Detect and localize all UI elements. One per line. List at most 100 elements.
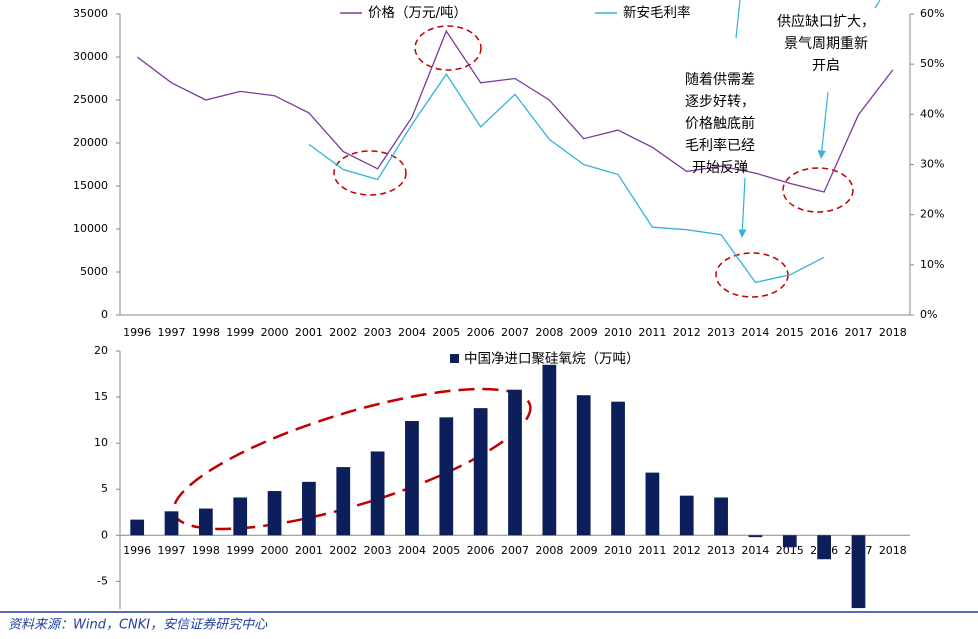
x-tick-label: 2006 [467, 326, 495, 339]
bar [645, 472, 660, 536]
x-tick-label: 1996 [123, 326, 151, 339]
x-tick-label: 2010 [604, 544, 632, 557]
bar [508, 389, 522, 536]
bar [405, 421, 419, 536]
bar [233, 497, 248, 536]
x-tick-label: 2002 [329, 326, 357, 339]
bar [542, 364, 557, 536]
x-tick-label: 2004 [398, 326, 426, 339]
x-tick-label: 2017 [844, 326, 872, 339]
bar [130, 519, 145, 536]
x-tick-label: 1997 [158, 544, 186, 557]
annotation: 价格触底前 [685, 115, 755, 132]
y-tick-label: 15000 [73, 179, 108, 192]
legend-label: 中国净进口聚硅氧烷（万吨） [464, 351, 640, 367]
y2-tick-label: 0% [920, 308, 937, 321]
x-tick-label: 1998 [192, 326, 220, 339]
x-tick-label: 2004 [398, 544, 426, 557]
bar [679, 495, 694, 536]
y-tick-label: 10 [94, 436, 108, 449]
x-tick-label: 2007 [501, 326, 529, 339]
x-tick-label: 1996 [123, 544, 151, 557]
x-tick-label: 2007 [501, 544, 529, 557]
y-tick-label: 20000 [73, 136, 108, 149]
bar [336, 467, 351, 536]
bar [817, 535, 831, 560]
x-tick-label: 2011 [638, 544, 666, 557]
x-tick-label: 2014 [741, 544, 769, 557]
y2-tick-label: 30% [920, 158, 944, 171]
y-tick-label: 10000 [73, 222, 108, 235]
source: 资料来源：Wind，CNKI，安信证券研究中心 [8, 617, 268, 633]
annotation: 逐步好转， [685, 94, 755, 110]
annotation: 毛利率已经 [685, 137, 755, 154]
annotation: 供应缺口扩大， [777, 13, 875, 30]
x-tick-label: 2005 [432, 544, 460, 557]
y-tick-label: 25000 [73, 93, 108, 106]
y-tick-label: 20 [94, 344, 108, 357]
annotation: 景气周期重新 [784, 36, 868, 52]
y-tick-label: -5 [97, 574, 108, 587]
bar [302, 481, 316, 536]
y2-tick-label: 10% [920, 258, 944, 271]
x-tick-label: 2010 [604, 326, 632, 339]
y-tick-label: 35000 [73, 7, 108, 20]
x-tick-label: 2013 [707, 326, 735, 339]
x-tick-label: 1998 [192, 544, 220, 557]
x-tick-label: 2014 [741, 326, 769, 339]
x-tick-label: 1997 [158, 326, 186, 339]
bar [164, 511, 179, 536]
legend-swatch [450, 354, 459, 363]
legend-label: 新安毛利率 [623, 4, 691, 21]
x-tick-label: 2012 [673, 326, 701, 339]
y2-tick-label: 20% [920, 208, 944, 221]
bar [782, 535, 797, 548]
x-tick-label: 2008 [535, 326, 563, 339]
bar [611, 401, 625, 536]
bar [714, 497, 728, 536]
x-tick-label: 1999 [226, 326, 254, 339]
bar [473, 408, 488, 536]
y-tick-label: 15 [94, 390, 108, 403]
bar [439, 417, 454, 536]
y-tick-label: 0 [101, 528, 108, 541]
x-tick-label: 2008 [535, 544, 563, 557]
x-tick-label: 2018 [879, 544, 907, 557]
x-tick-label: 2011 [638, 326, 666, 339]
y-tick-label: 30000 [73, 50, 108, 63]
bar [267, 491, 282, 536]
x-tick-label: 2016 [810, 326, 838, 339]
annotation: 开启 [812, 58, 840, 74]
y-tick-label: 0 [101, 308, 108, 321]
x-tick-label: 2003 [364, 544, 392, 557]
x-tick-label: 2015 [776, 544, 804, 557]
annotation: 随着供需差 [685, 72, 755, 88]
bar [370, 451, 385, 536]
series-line [136, 29, 894, 193]
x-tick-label: 2012 [673, 544, 701, 557]
x-tick-label: 2005 [432, 326, 460, 339]
x-tick-label: 2006 [467, 544, 495, 557]
y-tick-label: 5 [101, 482, 108, 495]
annotation: 开始反弹 [692, 160, 748, 176]
x-tick-label: 2018 [879, 326, 907, 339]
x-tick-label: 2009 [570, 544, 598, 557]
bar [576, 395, 591, 536]
arrows [735, 0, 881, 238]
x-tick-label: 1999 [226, 544, 254, 557]
x-tick-label: 2001 [295, 544, 323, 557]
x-tick-label: 2000 [261, 544, 289, 557]
x-tick-label: 2001 [295, 326, 323, 339]
bar [748, 535, 763, 538]
y2-tick-label: 50% [920, 57, 944, 70]
x-tick-label: 2009 [570, 326, 598, 339]
bar [199, 508, 213, 536]
legend-label: 价格（万元/吨） [368, 5, 467, 21]
x-tick-label: 2015 [776, 326, 804, 339]
series-line [308, 73, 825, 284]
y2-tick-label: 60% [920, 7, 944, 20]
bar [851, 535, 866, 609]
x-tick-label: 2003 [364, 326, 392, 339]
y2-tick-label: 40% [920, 107, 944, 120]
